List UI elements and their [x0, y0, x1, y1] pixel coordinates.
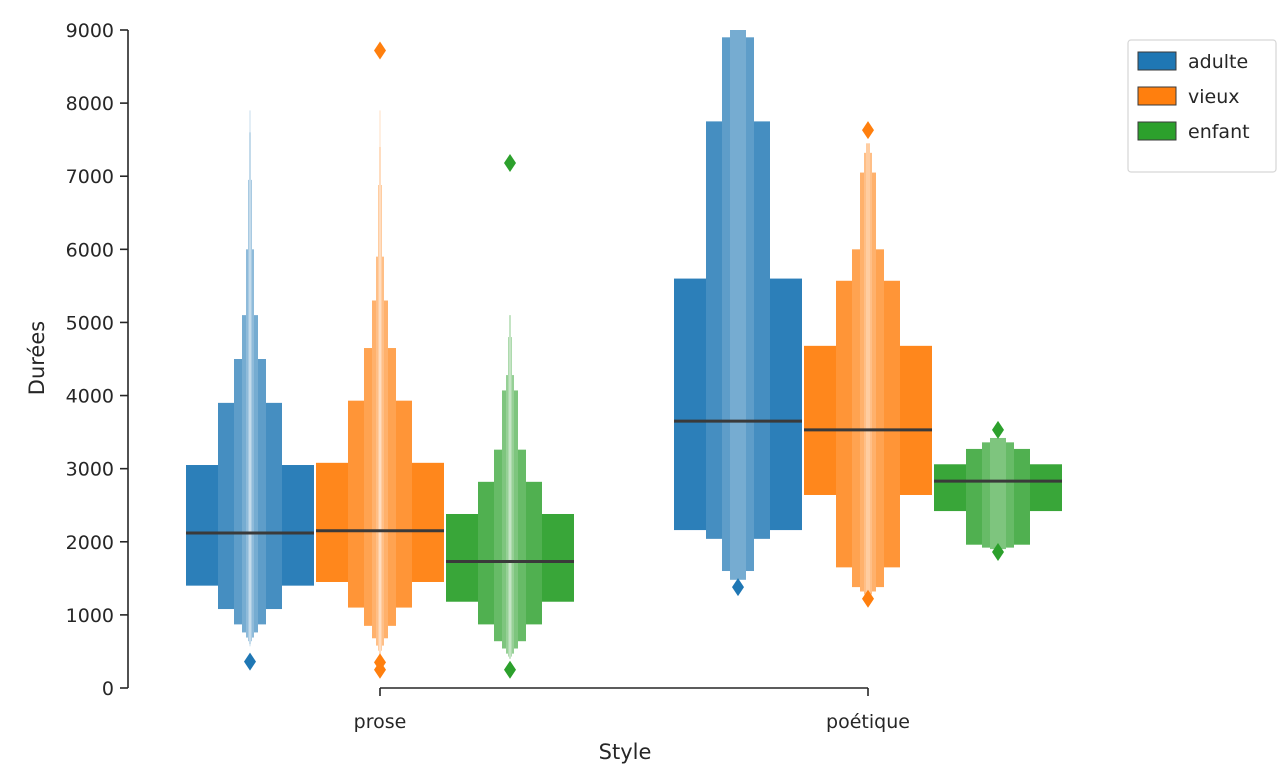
y-axis-label: Durées — [25, 321, 49, 395]
legend: adulte vieux enfant — [1127, 39, 1277, 173]
y-tick-label: 7000 — [66, 166, 114, 188]
legend-label-adulte: adulte — [1188, 51, 1248, 73]
y-tick-label: 3000 — [66, 459, 114, 481]
y-tick-label: 4000 — [66, 386, 114, 408]
y-tick-label: 8000 — [66, 93, 114, 115]
outlier-point-vieux-prose — [374, 653, 386, 672]
plot-area — [186, 30, 1062, 679]
legend-label-vieux: vieux — [1188, 86, 1240, 108]
outlier-point-adulte-poétique — [732, 578, 744, 597]
outlier-point-vieux-poétique — [862, 589, 874, 608]
x-tick-label: prose — [354, 711, 407, 733]
boxen-box-adulte-poétique-level-3 — [730, 30, 746, 580]
outlier-point-enfant-prose — [504, 154, 516, 173]
legend-swatch-adulte — [1137, 51, 1177, 71]
x-tick-label: poétique — [826, 711, 910, 733]
y-tick-label: 0 — [102, 678, 114, 700]
boxen-box-adulte-prose-level-7 — [249, 110, 251, 647]
outlier-point-enfant-poétique — [992, 543, 1004, 562]
y-tick-label: 9000 — [66, 20, 114, 42]
y-tick-label: 6000 — [66, 239, 114, 261]
outlier-point-enfant-poétique — [992, 420, 1004, 439]
outlier-point-vieux-prose — [374, 41, 386, 60]
y-tick-label: 1000 — [66, 605, 114, 627]
y-tick-label: 2000 — [66, 532, 114, 554]
boxen-box-vieux-prose-level-7 — [379, 110, 381, 658]
x-axis-label: Style — [599, 740, 652, 764]
boxen-box-enfant-poétique-level-3 — [990, 437, 1006, 550]
legend-label-enfant: enfant — [1188, 121, 1250, 143]
y-tick-label: 5000 — [66, 312, 114, 334]
outlier-point-vieux-poétique — [862, 121, 874, 140]
legend-swatch-vieux — [1137, 86, 1177, 106]
axes: 0 1000 2000 3000 4000 5000 6000 7000 8000 9000 pro… — [66, 20, 910, 733]
outlier-point-enfant-prose — [504, 660, 516, 679]
outlier-point-adulte-prose — [244, 652, 256, 671]
boxen-box-vieux-poétique-level-5 — [866, 143, 870, 596]
boxen-box-enfant-prose-level-6 — [509, 315, 511, 659]
legend-swatch-enfant — [1137, 121, 1177, 141]
